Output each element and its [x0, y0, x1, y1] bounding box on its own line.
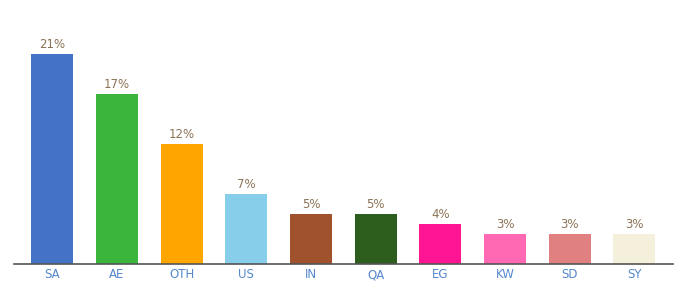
Text: 7%: 7%	[237, 178, 256, 191]
Bar	[290, 214, 332, 264]
Bar	[31, 54, 73, 264]
Bar	[549, 234, 591, 264]
Text: 17%: 17%	[104, 79, 130, 92]
Bar	[96, 94, 138, 264]
Text: 21%: 21%	[39, 38, 65, 52]
Text: 5%: 5%	[302, 199, 320, 212]
Text: 12%: 12%	[169, 128, 194, 142]
Bar	[160, 144, 203, 264]
Text: 3%: 3%	[625, 218, 644, 232]
Text: 5%: 5%	[367, 199, 385, 212]
Text: 3%: 3%	[560, 218, 579, 232]
Bar	[225, 194, 267, 264]
Bar	[613, 234, 656, 264]
Text: 4%: 4%	[431, 208, 449, 221]
Bar	[484, 234, 526, 264]
Bar	[355, 214, 396, 264]
Bar	[420, 224, 462, 264]
Text: 3%: 3%	[496, 218, 514, 232]
